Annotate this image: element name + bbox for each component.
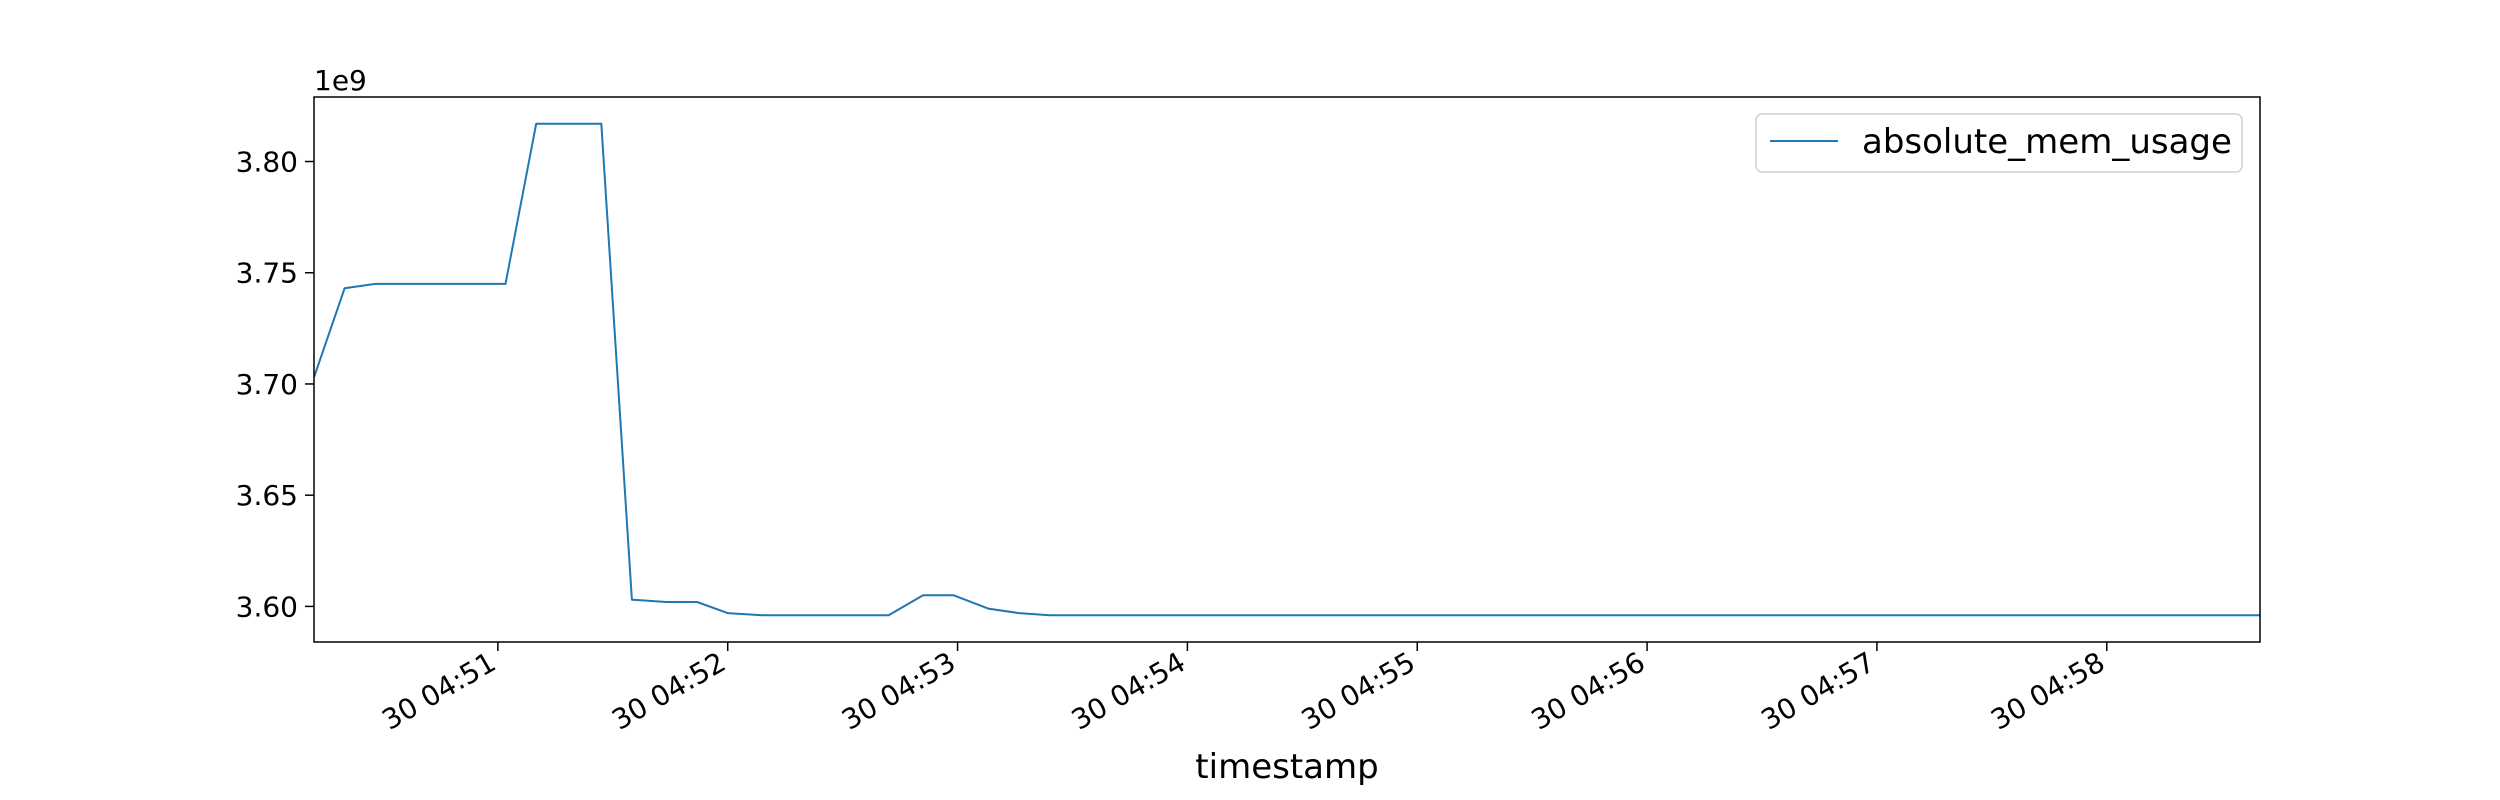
x-tick-label: 30 04:58 bbox=[1985, 645, 2110, 736]
legend-label: absolute_mem_usage bbox=[1862, 122, 2232, 162]
x-tick-label: 30 04:55 bbox=[1296, 645, 1421, 736]
x-tick-label: 30 04:54 bbox=[1066, 645, 1191, 736]
y-tick-label: 3.80 bbox=[236, 146, 298, 179]
plot-frame bbox=[313, 96, 2261, 643]
legend[interactable]: absolute_mem_usage bbox=[1755, 113, 2243, 173]
series-line-absolute-mem-usage bbox=[313, 122, 2260, 617]
x-tick-label: 30 04:52 bbox=[606, 645, 731, 736]
y-tick-label: 3.60 bbox=[236, 590, 298, 623]
y-tick-label: 3.65 bbox=[236, 479, 298, 512]
ticks-layer: 3.60 3.65 3.70 3.75 3.80 30 04:51 30 04:52 30 0… bbox=[236, 146, 2111, 737]
x-tick-label: 30 04:57 bbox=[1755, 645, 1880, 736]
y-tick-label: 3.70 bbox=[236, 368, 298, 401]
y-offset-label: 1e9 bbox=[314, 64, 367, 97]
series-layer bbox=[313, 122, 2260, 617]
x-tick-label: 30 04:56 bbox=[1526, 645, 1651, 736]
x-tick-label: 30 04:51 bbox=[376, 645, 501, 736]
x-tick-label: 30 04:53 bbox=[836, 645, 961, 736]
legend-box bbox=[1755, 113, 2243, 173]
x-axis-label: timestamp bbox=[1195, 747, 1378, 787]
y-tick-label: 3.75 bbox=[236, 257, 298, 290]
